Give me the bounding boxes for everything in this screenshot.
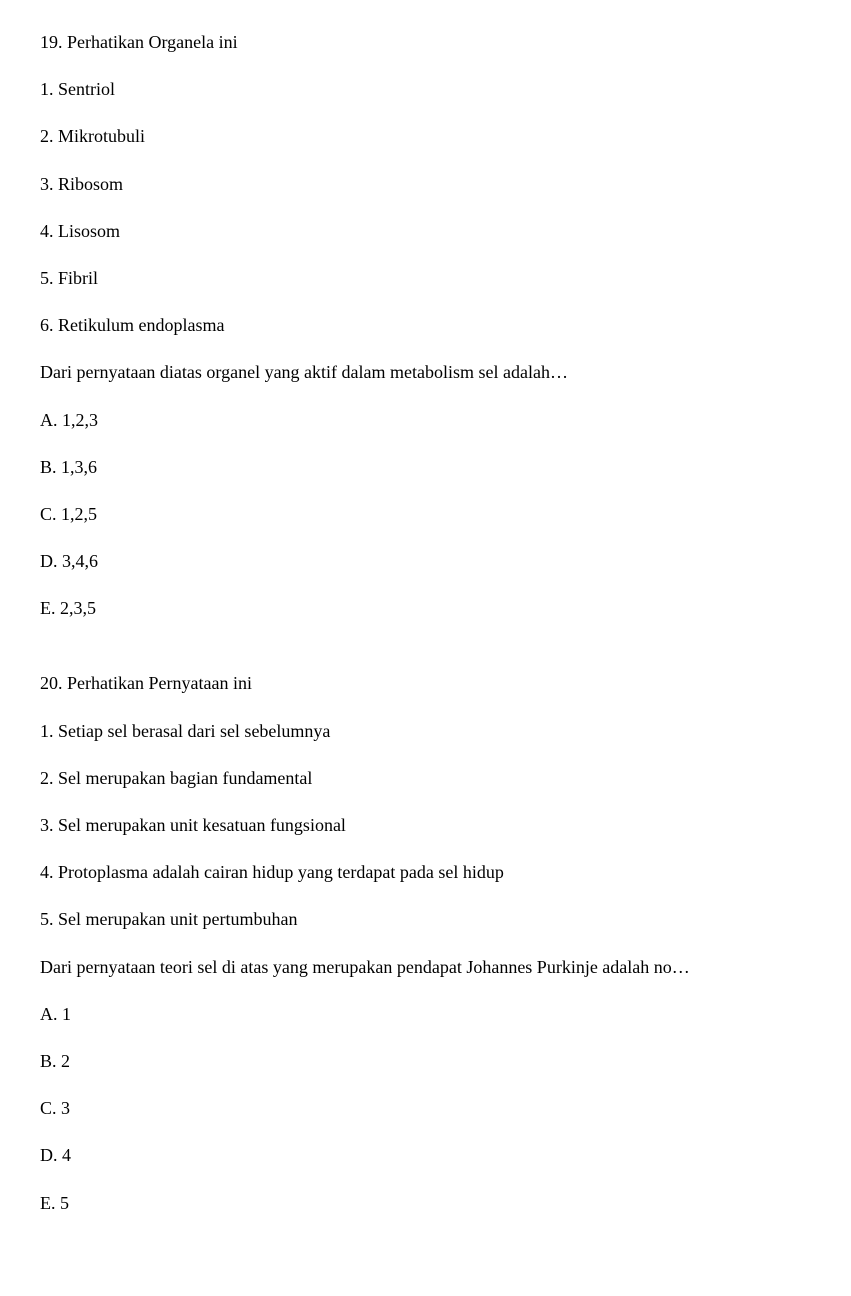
question-title: 20. Perhatikan Pernyataan ini (40, 671, 811, 696)
list-item: 2. Sel merupakan bagian fundamental (40, 766, 811, 791)
answer-option: E. 5 (40, 1191, 811, 1216)
list-item: 4. Protoplasma adalah cairan hidup yang … (40, 860, 811, 885)
answer-option: D. 4 (40, 1143, 811, 1168)
question-title-text: Perhatikan Organela ini (67, 32, 238, 52)
list-item: 1. Setiap sel berasal dari sel sebelumny… (40, 719, 811, 744)
question-number: 19. (40, 32, 63, 52)
answer-option: B. 2 (40, 1049, 811, 1074)
list-item: 5. Fibril (40, 266, 811, 291)
list-item: 6. Retikulum endoplasma (40, 313, 811, 338)
question-19: 19. Perhatikan Organela ini 1. Sentriol … (40, 30, 811, 621)
answer-option: A. 1 (40, 1002, 811, 1027)
list-item: 1. Sentriol (40, 77, 811, 102)
question-prompt: Dari pernyataan diatas organel yang akti… (40, 360, 811, 385)
answer-option: B. 1,3,6 (40, 455, 811, 480)
question-title: 19. Perhatikan Organela ini (40, 30, 811, 55)
list-item: 2. Mikrotubuli (40, 124, 811, 149)
list-item: 5. Sel merupakan unit pertumbuhan (40, 907, 811, 932)
answer-option: D. 3,4,6 (40, 549, 811, 574)
answer-option: A. 1,2,3 (40, 408, 811, 433)
list-item: 3. Sel merupakan unit kesatuan fungsiona… (40, 813, 811, 838)
question-number: 20. (40, 673, 63, 693)
answer-option: E. 2,3,5 (40, 596, 811, 621)
answer-option: C. 3 (40, 1096, 811, 1121)
question-prompt: Dari pernyataan teori sel di atas yang m… (40, 955, 811, 980)
list-item: 4. Lisosom (40, 219, 811, 244)
question-20: 20. Perhatikan Pernyataan ini 1. Setiap … (40, 671, 811, 1215)
list-item: 3. Ribosom (40, 172, 811, 197)
question-title-text: Perhatikan Pernyataan ini (67, 673, 252, 693)
answer-option: C. 1,2,5 (40, 502, 811, 527)
